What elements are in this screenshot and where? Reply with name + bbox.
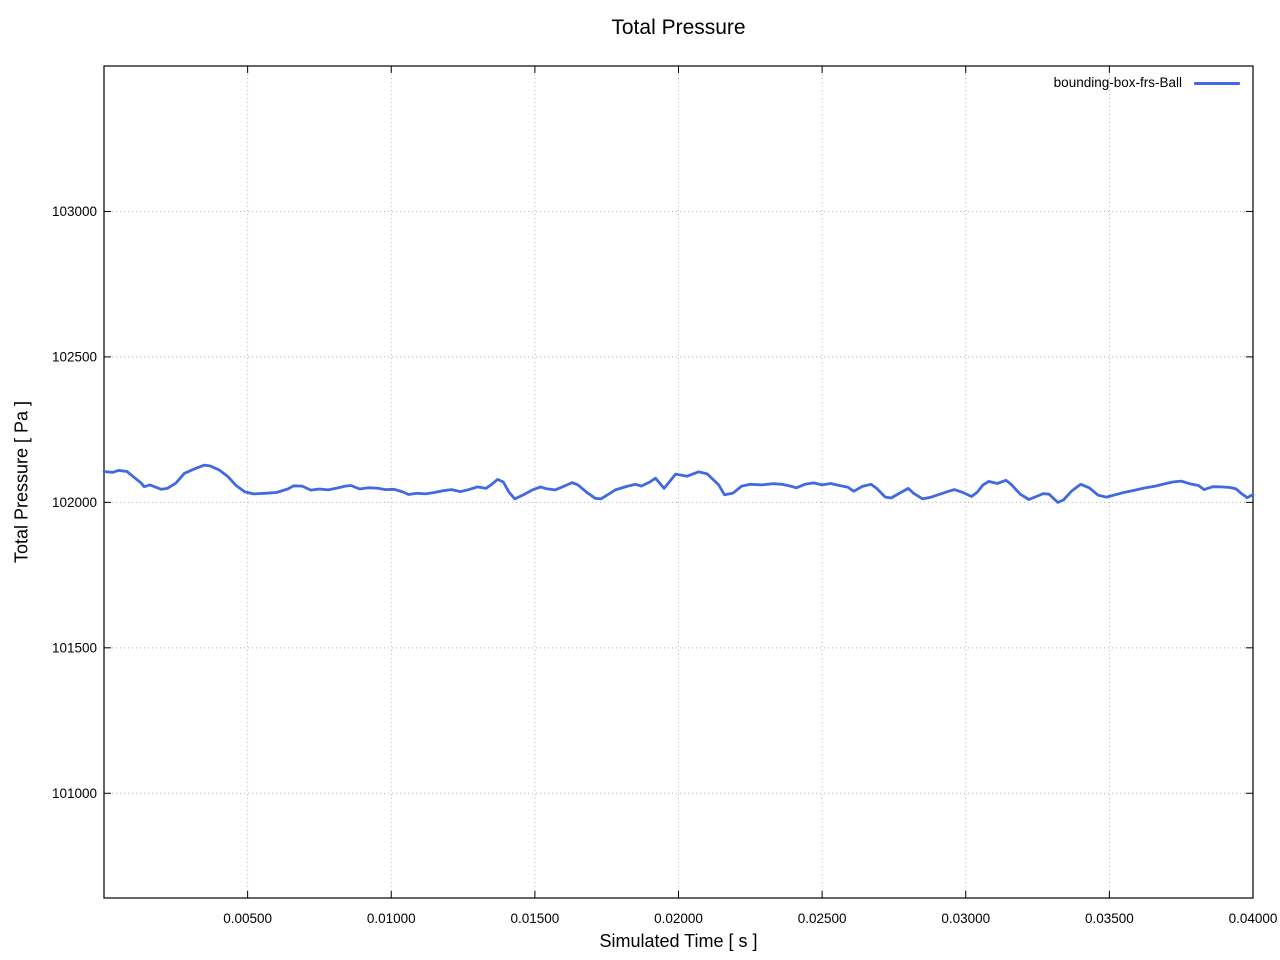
y-tick-label: 101000 bbox=[52, 786, 97, 801]
x-tick-label: 0.02500 bbox=[798, 911, 847, 926]
x-axis-label: Simulated Time [ s ] bbox=[599, 931, 758, 951]
x-tick-label: 0.01500 bbox=[510, 911, 559, 926]
series-line bbox=[102, 463, 1255, 504]
x-tick-label: 0.01000 bbox=[367, 911, 416, 926]
legend: bounding-box-frs-Ball bbox=[1054, 75, 1240, 91]
y-tick-label: 102000 bbox=[52, 495, 97, 510]
x-tick-label: 0.02000 bbox=[654, 911, 703, 926]
x-tick-label: 0.03000 bbox=[941, 911, 990, 926]
y-tick-label: 103000 bbox=[52, 204, 97, 219]
x-tick-label: 0.03500 bbox=[1085, 911, 1134, 926]
legend-label: bounding-box-frs-Ball bbox=[1053, 75, 1182, 90]
x-tick-label: 0.04000 bbox=[1229, 911, 1278, 926]
chart-title: Total Pressure bbox=[611, 16, 746, 39]
legend-line-sample bbox=[1194, 81, 1240, 85]
x-tick-label: 0.00500 bbox=[223, 911, 272, 926]
y-tick-label: 101500 bbox=[52, 640, 97, 655]
plot-border bbox=[103, 65, 1254, 899]
y-tick-label: 102500 bbox=[52, 349, 97, 364]
